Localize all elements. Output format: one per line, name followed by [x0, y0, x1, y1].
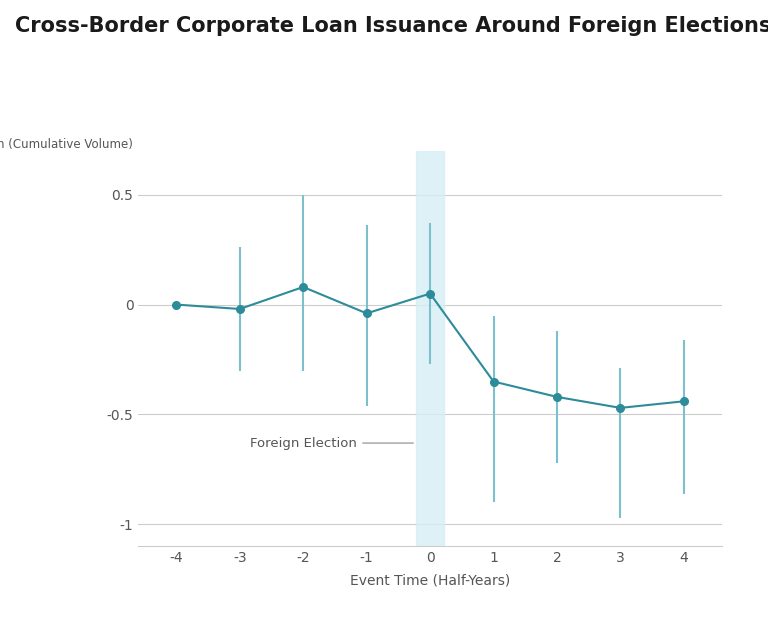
Text: Foreign Election: Foreign Election: [250, 436, 413, 450]
Text: Cross-Border Corporate Loan Issuance Around Foreign Elections: Cross-Border Corporate Loan Issuance Aro…: [15, 16, 768, 36]
X-axis label: Event Time (Half-Years): Event Time (Half-Years): [350, 573, 510, 588]
Bar: [416, 151, 444, 546]
Text: 0.5 Logarithm (Cumulative Volume): 0.5 Logarithm (Cumulative Volume): [0, 138, 132, 151]
